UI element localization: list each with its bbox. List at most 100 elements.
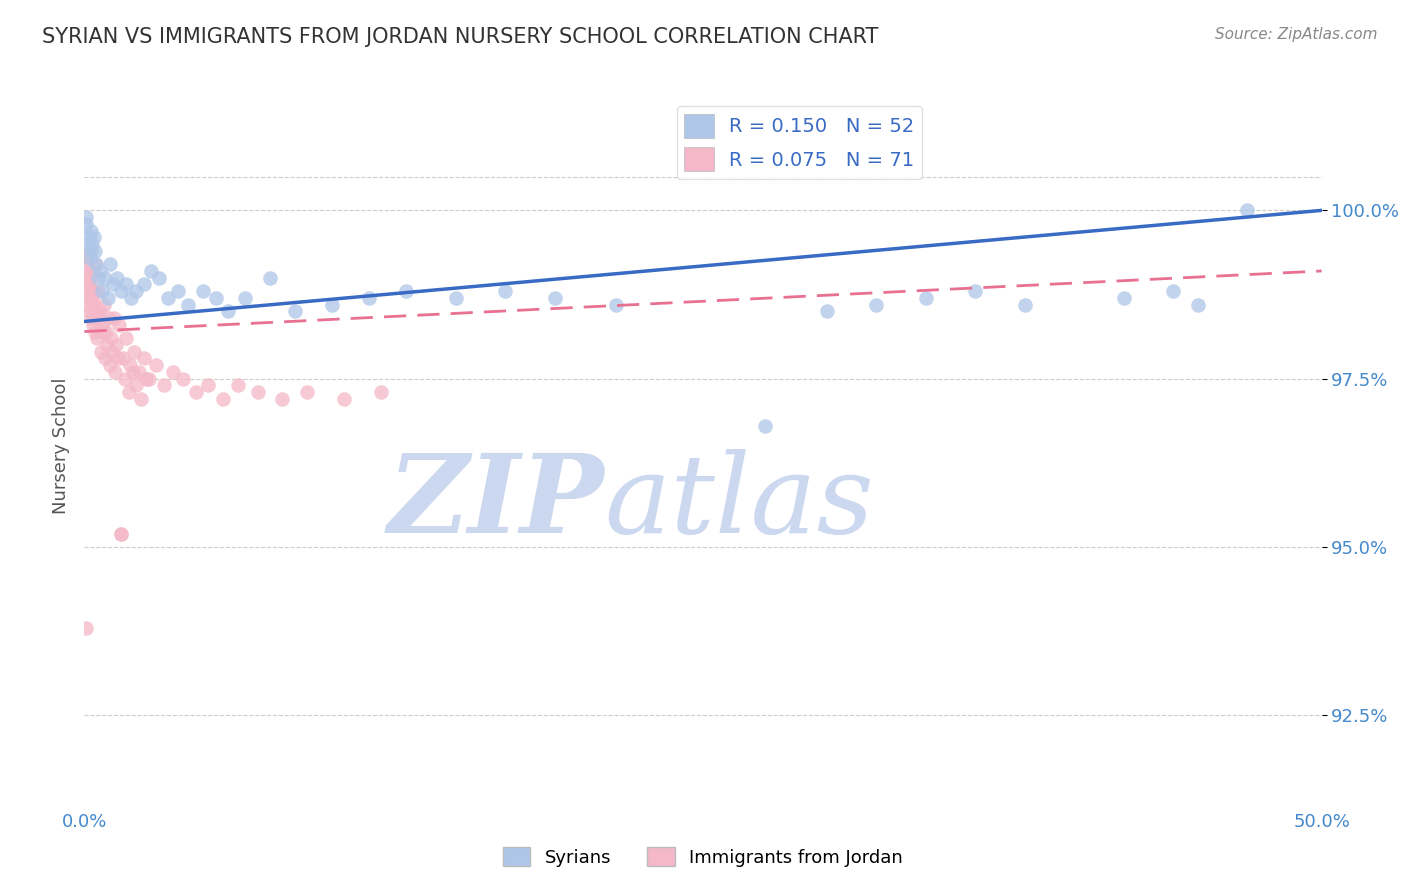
Point xyxy=(135,372,157,386)
Y-axis label: Nursery School: Nursery School xyxy=(52,377,70,515)
Point xyxy=(75,277,97,292)
Point xyxy=(76,251,98,265)
Point xyxy=(167,284,190,298)
Point xyxy=(118,385,141,400)
Point xyxy=(121,365,143,379)
Point xyxy=(93,298,115,312)
Point xyxy=(87,270,110,285)
Point xyxy=(101,277,124,292)
Point xyxy=(83,284,105,298)
Point xyxy=(914,291,936,305)
Point xyxy=(494,284,516,298)
Point xyxy=(82,237,104,252)
Text: ZIP: ZIP xyxy=(388,450,605,557)
Point xyxy=(75,621,97,635)
Point xyxy=(80,311,103,326)
Point xyxy=(98,257,121,271)
Point xyxy=(965,284,987,298)
Point xyxy=(75,257,97,271)
Point xyxy=(145,358,167,372)
Point xyxy=(108,318,131,332)
Point xyxy=(105,270,128,285)
Point xyxy=(114,372,136,386)
Point xyxy=(184,385,207,400)
Point xyxy=(1236,203,1258,218)
Point xyxy=(76,270,98,285)
Point xyxy=(284,304,307,318)
Point xyxy=(271,392,294,406)
Point xyxy=(444,291,467,305)
Point xyxy=(125,284,148,298)
Point xyxy=(76,270,98,285)
Point xyxy=(110,526,132,541)
Point xyxy=(91,284,114,298)
Point xyxy=(84,325,107,339)
Text: atlas: atlas xyxy=(605,450,873,557)
Point xyxy=(79,244,101,258)
Point xyxy=(79,291,101,305)
Point xyxy=(177,298,200,312)
Point xyxy=(83,298,105,312)
Point xyxy=(605,298,627,312)
Text: Source: ZipAtlas.com: Source: ZipAtlas.com xyxy=(1215,27,1378,42)
Point xyxy=(104,365,127,379)
Point xyxy=(84,304,107,318)
Point xyxy=(128,365,150,379)
Point xyxy=(1161,284,1184,298)
Point xyxy=(295,385,318,400)
Point xyxy=(77,277,100,292)
Point xyxy=(754,418,776,433)
Point xyxy=(120,358,142,372)
Point xyxy=(89,264,111,278)
Point xyxy=(212,392,235,406)
Point xyxy=(94,325,117,339)
Point xyxy=(77,230,100,244)
Point xyxy=(197,378,219,392)
Point xyxy=(1112,291,1135,305)
Point xyxy=(105,338,128,352)
Point xyxy=(865,298,887,312)
Point xyxy=(138,372,160,386)
Point xyxy=(97,291,120,305)
Point xyxy=(115,331,138,345)
Point xyxy=(125,378,148,392)
Point xyxy=(191,284,214,298)
Point xyxy=(815,304,838,318)
Point xyxy=(89,304,111,318)
Point xyxy=(204,291,226,305)
Point xyxy=(226,378,249,392)
Point xyxy=(111,351,134,366)
Point xyxy=(141,264,163,278)
Point xyxy=(82,318,104,332)
Point xyxy=(259,270,281,285)
Point xyxy=(321,298,343,312)
Point xyxy=(543,291,565,305)
Point xyxy=(84,304,107,318)
Point xyxy=(152,378,174,392)
Point xyxy=(395,284,418,298)
Point xyxy=(79,244,101,258)
Point xyxy=(129,392,152,406)
Point xyxy=(333,392,356,406)
Point xyxy=(84,257,107,271)
Point xyxy=(100,331,122,345)
Point xyxy=(97,311,120,326)
Point xyxy=(86,331,108,345)
Point xyxy=(79,251,101,265)
Point xyxy=(217,304,239,318)
Point xyxy=(77,304,100,318)
Point xyxy=(80,223,103,237)
Text: SYRIAN VS IMMIGRANTS FROM JORDAN NURSERY SCHOOL CORRELATION CHART: SYRIAN VS IMMIGRANTS FROM JORDAN NURSERY… xyxy=(42,27,879,46)
Point xyxy=(115,277,138,292)
Point xyxy=(82,264,104,278)
Point xyxy=(87,284,110,298)
Point xyxy=(75,298,97,312)
Point xyxy=(1187,298,1209,312)
Point xyxy=(157,291,180,305)
Point xyxy=(80,284,103,298)
Point xyxy=(103,311,125,326)
Point xyxy=(370,385,392,400)
Point xyxy=(233,291,256,305)
Point xyxy=(98,358,121,372)
Point xyxy=(80,270,103,285)
